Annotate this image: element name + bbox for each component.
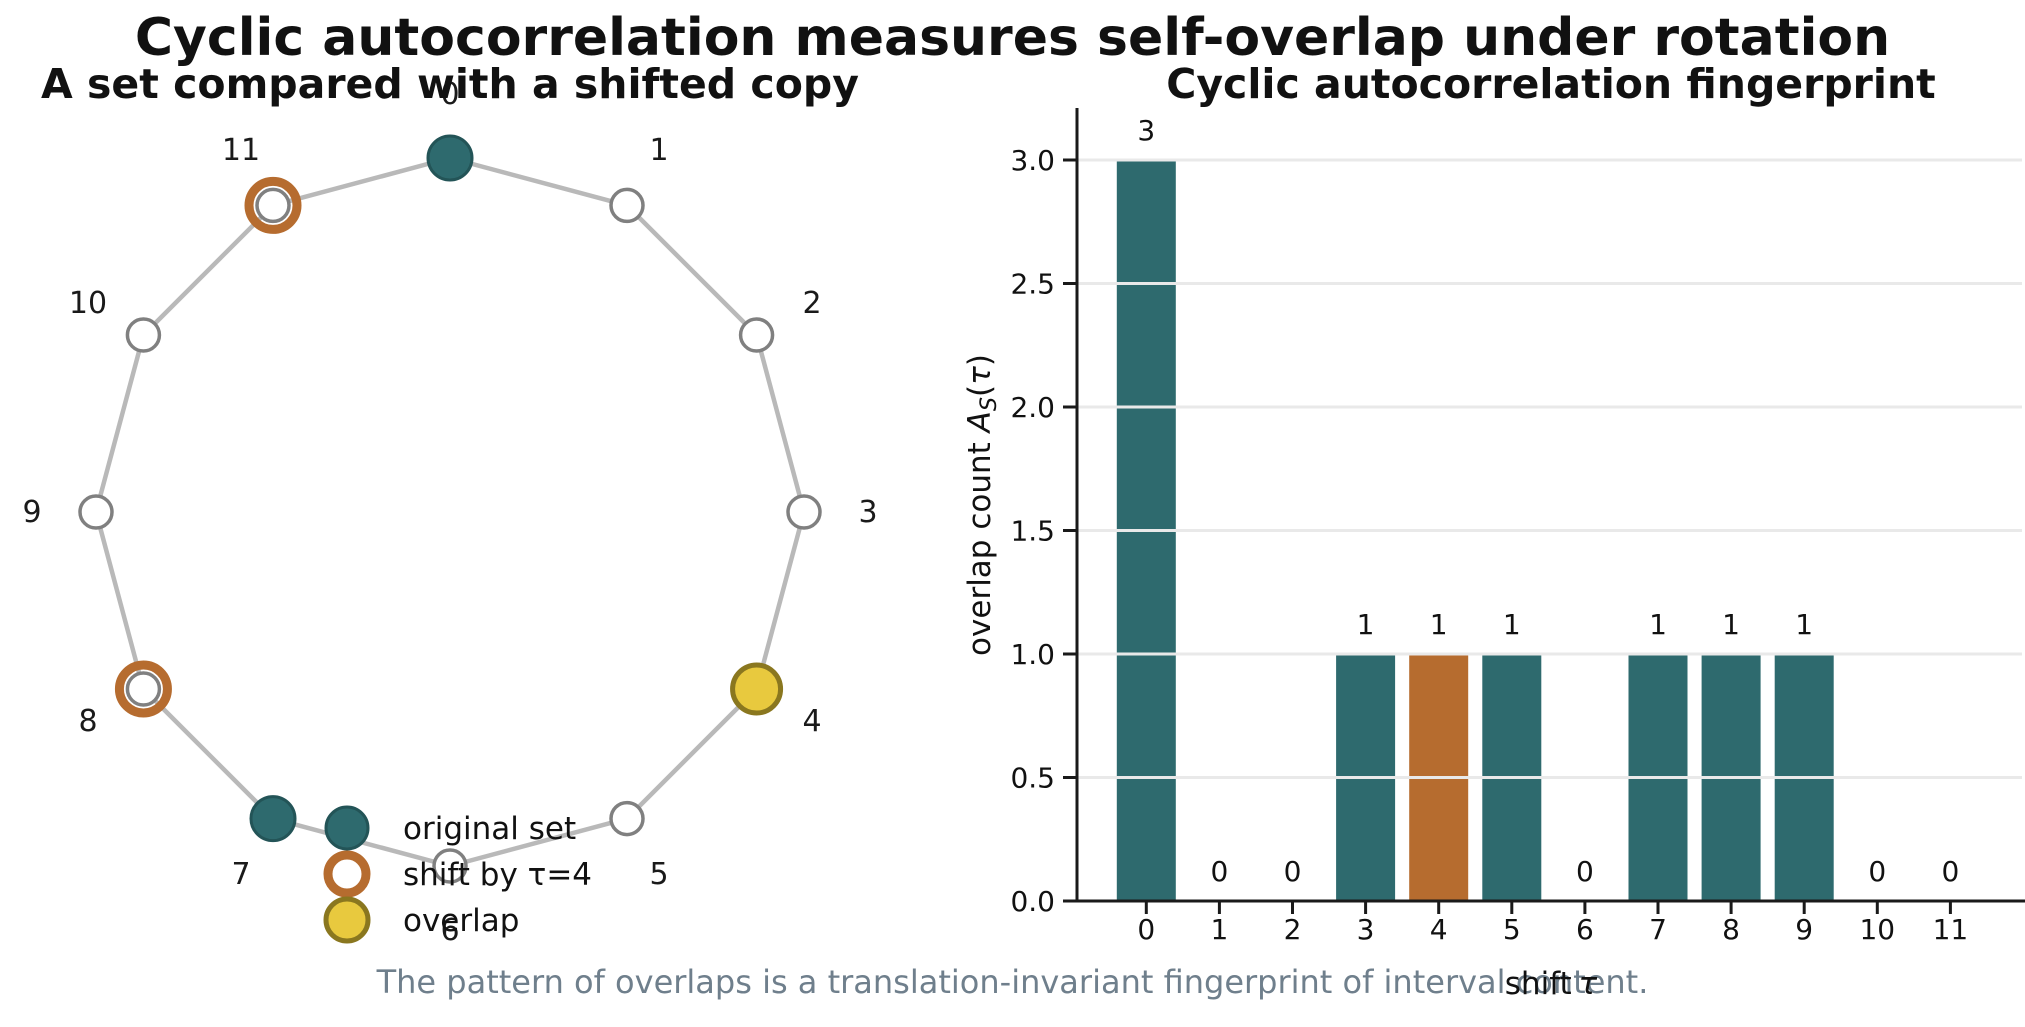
edge-1-2 <box>625 203 759 337</box>
x-tick-label-6: 6 <box>1576 913 1594 946</box>
node-label-3: 3 <box>858 495 877 530</box>
tau-symbol: τ <box>962 366 999 385</box>
y-tick-label-0: 0.0 <box>1010 885 1055 918</box>
legend-label-2: overlap <box>403 903 519 939</box>
edge-9-10 <box>93 334 146 513</box>
orange-ring-icon <box>323 850 371 898</box>
edge-10-11 <box>141 203 275 337</box>
node-9 <box>78 494 114 530</box>
x-tick-label-5: 5 <box>1503 913 1521 946</box>
legend-label-1: shift by τ=4 <box>403 857 592 893</box>
node-2 <box>738 317 775 353</box>
x-tick-label-4: 4 <box>1430 913 1448 946</box>
y-tick-label-5: 2.5 <box>1010 268 1055 301</box>
node-label-5: 5 <box>649 857 668 892</box>
bar-value-label-9: 1 <box>1795 608 1813 641</box>
edge-3-4 <box>754 511 807 690</box>
x-axis-label: shift τ <box>1077 966 2025 1002</box>
node-11 <box>255 187 291 224</box>
edge-0-1 <box>449 155 628 208</box>
node-label-4: 4 <box>802 704 821 739</box>
overlap-dot-node-4 <box>730 662 784 716</box>
edge-8-9 <box>93 511 146 690</box>
bar-value-label-1: 0 <box>1210 855 1228 888</box>
bar-value-label-0: 3 <box>1137 114 1155 147</box>
y-tick-label-2: 1.0 <box>1010 638 1055 671</box>
left-panel-title: A set compared with a shifted copy <box>41 60 859 108</box>
x-tick-label-3: 3 <box>1357 913 1375 946</box>
y-tick-label-6: 3.0 <box>1010 144 1055 177</box>
tau-symbol: τ <box>1578 966 1598 1002</box>
teal-dot-icon <box>324 805 370 851</box>
autocorr-A-symbol: A <box>962 411 999 433</box>
legend-label-0: original set <box>403 811 576 847</box>
edge-5-6 <box>449 816 628 869</box>
bar-value-label-10: 0 <box>1868 855 1886 888</box>
y-axis-label: overlap count AS(τ) <box>962 354 1002 656</box>
paren-open: ( <box>962 384 999 397</box>
figure-title: Cyclic autocorrelation measures self-ove… <box>134 8 1891 68</box>
x-tick-label-11: 11 <box>1933 913 1969 946</box>
original-dot-node-7 <box>249 795 297 843</box>
node-10 <box>125 317 162 353</box>
shifted-ring-node-8 <box>114 660 172 718</box>
figure-caption: The pattern of overlaps is a translation… <box>376 963 1649 1001</box>
bar-value-label-11: 0 <box>1941 855 1959 888</box>
node-label-1: 1 <box>649 133 668 168</box>
x-tick-label-8: 8 <box>1722 913 1740 946</box>
yellow-dot-icon <box>323 896 371 944</box>
y-tick-label-4: 2.0 <box>1010 391 1055 424</box>
bar-value-label-7: 1 <box>1649 608 1667 641</box>
edge-4-5 <box>625 687 759 821</box>
node-1 <box>609 187 645 224</box>
y-tick-label-1: 0.5 <box>1010 762 1055 795</box>
node-label-2: 2 <box>802 286 821 321</box>
node-label-6: 6 <box>440 913 459 948</box>
x-tick-label-2: 2 <box>1284 913 1302 946</box>
bar-value-label-3: 1 <box>1357 608 1375 641</box>
node-label-11: 11 <box>222 133 260 168</box>
node-5 <box>609 800 645 837</box>
y-axis-label-text: overlap count <box>962 432 999 656</box>
bar-value-label-4: 1 <box>1430 608 1448 641</box>
x-axis-label-text: shift <box>1504 966 1572 1002</box>
paren-close: ) <box>962 354 999 367</box>
y-tick-label-3: 1.5 <box>1010 515 1055 548</box>
bar-value-label-5: 1 <box>1503 608 1521 641</box>
edge-7-8 <box>141 687 275 821</box>
edge-2-3 <box>754 334 807 513</box>
node-label-9: 9 <box>22 495 41 530</box>
node-label-0: 0 <box>440 77 459 112</box>
shifted-ring-node-11 <box>244 176 302 234</box>
bar-value-label-2: 0 <box>1284 855 1302 888</box>
x-tick-label-7: 7 <box>1649 913 1667 946</box>
bar-value-label-6: 0 <box>1576 855 1594 888</box>
node-label-8: 8 <box>78 704 97 739</box>
x-tick-label-1: 1 <box>1210 913 1228 946</box>
right-panel-title: Cyclic autocorrelation fingerprint <box>1166 60 1936 108</box>
x-tick-label-0: 0 <box>1137 913 1155 946</box>
subscript-S: S <box>975 396 1002 412</box>
x-tick-label-10: 10 <box>1859 913 1895 946</box>
node-6 <box>432 848 468 884</box>
node-3 <box>786 494 822 530</box>
node-8 <box>125 671 162 707</box>
x-tick-label-9: 9 <box>1795 913 1813 946</box>
edge-11-0 <box>272 155 451 208</box>
node-label-7: 7 <box>231 857 250 892</box>
node-label-10: 10 <box>69 286 107 321</box>
original-dot-node-0 <box>426 134 474 182</box>
bar-value-label-8: 1 <box>1722 608 1740 641</box>
